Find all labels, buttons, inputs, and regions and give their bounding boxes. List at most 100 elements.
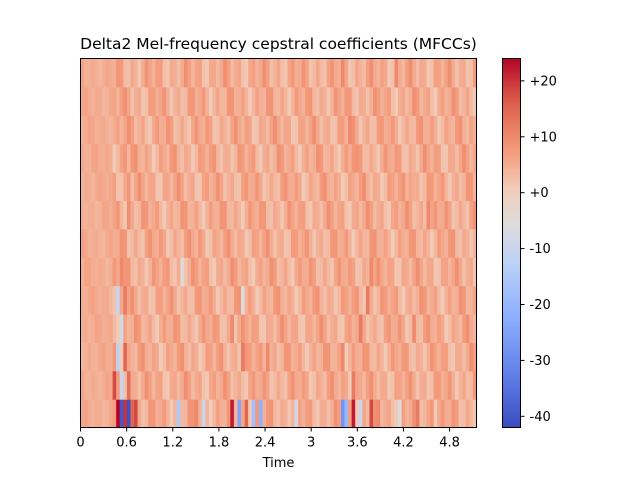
heatmap-cell [258, 200, 264, 230]
heatmap-cell [333, 143, 338, 173]
heatmap-cell [216, 228, 221, 258]
heatmap-cell [155, 86, 160, 116]
heatmap-cell [251, 172, 256, 202]
heatmap-cell [362, 86, 367, 116]
heatmap-cell [205, 342, 210, 372]
heatmap-cell [472, 313, 478, 343]
heatmap-cell [212, 172, 217, 202]
heatmap-cell [166, 58, 171, 88]
heatmap-cell [116, 399, 121, 429]
heatmap-cell [244, 200, 249, 230]
heatmap-cell [191, 399, 196, 429]
heatmap-cell [440, 58, 445, 88]
heatmap-cell [91, 58, 96, 88]
heatmap-cell [141, 257, 146, 287]
heatmap-cell [223, 342, 228, 372]
heatmap-cell [98, 58, 103, 88]
heatmap-cell [130, 143, 135, 173]
heatmap-cell [205, 143, 210, 173]
heatmap-cell [105, 58, 110, 88]
heatmap-cell [312, 200, 317, 230]
heatmap-cell [109, 313, 114, 343]
heatmap-cell [216, 200, 221, 230]
heatmap-cell [437, 115, 442, 145]
heatmap-cell [430, 342, 435, 372]
heatmap-cell [380, 200, 385, 230]
x-tick-label: 4.8 [439, 436, 460, 451]
heatmap-cell [134, 257, 139, 287]
heatmap-cell [451, 342, 456, 372]
heatmap-cell [298, 86, 303, 116]
heatmap-cell [248, 342, 253, 372]
heatmap-cell [398, 342, 403, 372]
heatmap-cell [326, 313, 331, 343]
colorbar-tick-label: +20 [530, 74, 557, 89]
heatmap-cell [444, 228, 449, 258]
heatmap-cell [109, 399, 114, 429]
heatmap-cell [323, 172, 328, 202]
heatmap-cell [290, 58, 296, 88]
heatmap-cell [208, 58, 214, 88]
heatmap-cell [266, 228, 271, 258]
heatmap-cell [387, 370, 392, 400]
heatmap-cell [183, 143, 189, 173]
heatmap-cell [198, 58, 203, 88]
heatmap-cell [251, 86, 256, 116]
heatmap-cell [312, 228, 317, 258]
heatmap-cell [262, 399, 267, 429]
heatmap-cell [255, 370, 260, 400]
heatmap-cell [112, 399, 117, 429]
heatmap-cell [187, 172, 192, 202]
heatmap-cell [340, 313, 346, 343]
heatmap-cell [462, 58, 467, 88]
heatmap-cell [266, 257, 271, 287]
heatmap-cell [155, 370, 160, 400]
heatmap-cell [94, 172, 99, 202]
heatmap-cell [237, 143, 242, 173]
heatmap-cell [305, 143, 310, 173]
heatmap-cell [280, 172, 285, 202]
heatmap-cell [158, 58, 164, 88]
heatmap-cell [287, 58, 292, 88]
heatmap-cell [223, 285, 228, 315]
heatmap-cell [109, 172, 114, 202]
heatmap-cell [312, 399, 317, 429]
heatmap-cell [162, 399, 167, 429]
heatmap-cell [109, 200, 114, 230]
heatmap-cell [287, 285, 292, 315]
heatmap-cell [376, 58, 381, 88]
heatmap-cell [462, 285, 467, 315]
heatmap-cell [401, 200, 406, 230]
heatmap-cell [376, 228, 381, 258]
heatmap-cell [180, 257, 185, 287]
heatmap-cell [151, 285, 157, 315]
heatmap-cell [330, 370, 335, 400]
heatmap-cell [141, 342, 146, 372]
heatmap-cell [216, 399, 221, 429]
heatmap-cell [462, 370, 467, 400]
heatmap-cell [158, 143, 164, 173]
heatmap-cell [355, 172, 360, 202]
heatmap-cell [426, 143, 431, 173]
heatmap-cell [462, 200, 467, 230]
heatmap-cell [130, 257, 135, 287]
heatmap-cell [433, 86, 438, 116]
heatmap-cell [383, 257, 388, 287]
heatmap-cell [430, 58, 435, 88]
heatmap-cell [187, 313, 192, 343]
heatmap-cell [226, 200, 231, 230]
heatmap-cell [319, 257, 324, 287]
heatmap-cell [166, 285, 171, 315]
heatmap-cell [126, 313, 132, 343]
heatmap-cell [134, 228, 139, 258]
heatmap-cell [166, 399, 171, 429]
heatmap-cell [333, 115, 338, 145]
heatmap-cell [137, 313, 142, 343]
heatmap-cell [451, 143, 456, 173]
heatmap-cell [315, 143, 321, 173]
heatmap-cell [333, 370, 338, 400]
heatmap-cell [126, 228, 132, 258]
heatmap-cell [455, 172, 460, 202]
heatmap-cell [166, 172, 171, 202]
heatmap-cell [180, 342, 185, 372]
